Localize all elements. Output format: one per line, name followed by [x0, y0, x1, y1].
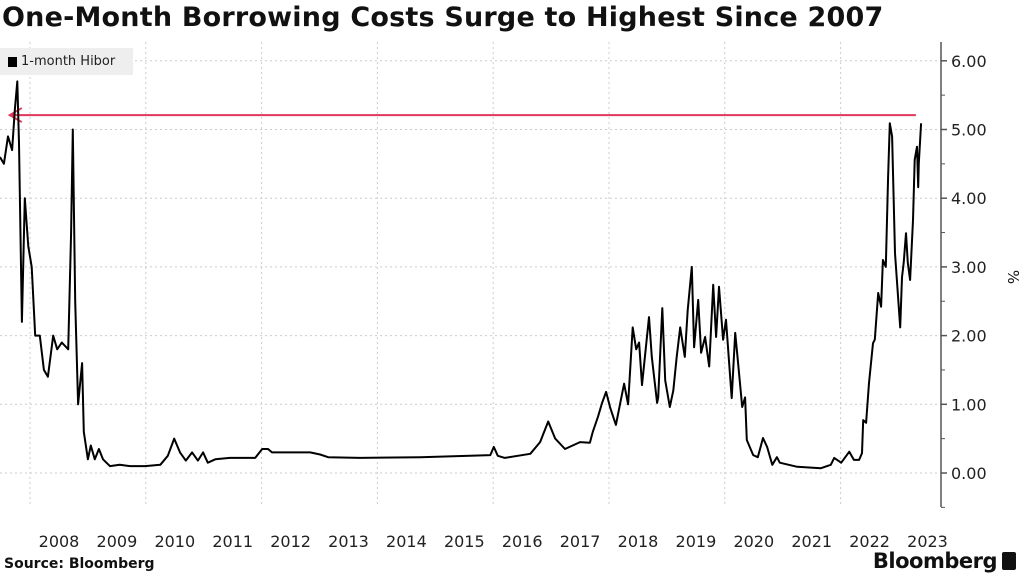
grid [0, 42, 941, 507]
y-tick-label: 6.00 [951, 52, 987, 71]
source-note: Source: Bloomberg [4, 556, 155, 572]
x-tick-label: 2015 [444, 532, 485, 551]
legend: 1-month Hibor [0, 48, 133, 75]
x-tick-label: 2021 [791, 532, 832, 551]
y-tick-label: 0.00 [951, 464, 987, 483]
x-tick-label: 2022 [849, 532, 890, 551]
y-tick-label: 5.00 [951, 121, 987, 140]
x-axis: 2008 2009 2010 2011 2012 2013 2014 2015 2016 2017… [39, 532, 948, 551]
x-tick-label: 2018 [618, 532, 659, 551]
y-axis-label: % [1004, 269, 1023, 285]
x-tick-label: 2008 [39, 532, 80, 551]
x-tick-label: 2017 [560, 532, 601, 551]
brand-logo: Bloomberg [873, 549, 1016, 573]
y-tick-label: 4.00 [951, 189, 987, 208]
brand-name: Bloomberg [872, 549, 998, 573]
series-line-1-month-hibor [0, 80, 923, 470]
x-tick-label: 2009 [97, 532, 138, 551]
x-tick-label: 2023 [907, 532, 948, 551]
x-tick-label: 2010 [154, 532, 195, 551]
legend-swatch [8, 56, 17, 67]
y-tick-label: 3.00 [951, 258, 987, 277]
x-tick-label: 2014 [386, 532, 427, 551]
x-tick-label: 2013 [328, 532, 369, 551]
x-tick-label: 2020 [733, 532, 774, 551]
chart-title: One-Month Borrowing Costs Surge to Highe… [2, 2, 884, 33]
x-tick-label: 2019 [676, 532, 717, 551]
x-tick-label: 2011 [212, 532, 253, 551]
legend-label: 1-month Hibor [21, 54, 116, 69]
bloomberg-icon [1002, 552, 1016, 570]
y-tick-label: 1.00 [951, 395, 987, 414]
y-tick-label: 2.00 [951, 327, 987, 346]
x-tick-label: 2016 [502, 532, 543, 551]
x-tick-label: 2012 [270, 532, 311, 551]
y-axis: 0.00 1.00 2.00 3.00 4.00 5.00 6.00 [940, 42, 987, 508]
